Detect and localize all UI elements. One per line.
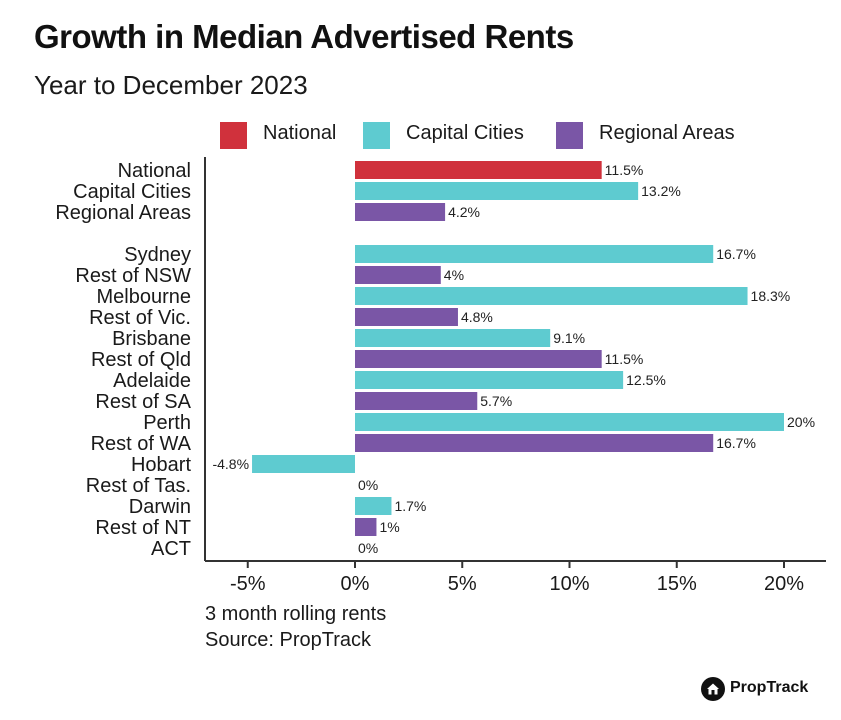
x-tick-label: -5% — [230, 573, 266, 595]
category-label-rest-of-qld: Rest of Qld — [91, 349, 191, 371]
value-label-hobart: -4.8% — [212, 456, 249, 472]
x-tick-label: 15% — [657, 573, 697, 595]
proptrack-logo-icon — [701, 677, 725, 701]
chart-subtitle: Year to December 2023 — [34, 70, 308, 100]
value-label-rest-of-qld: 11.5% — [605, 351, 644, 367]
x-tick-label: 0% — [341, 573, 370, 595]
value-label-sydney: 16.7% — [716, 246, 756, 262]
bar-chart: -5% 0% 5% 10% 15% 20% National 11.5% Capital Cit… — [55, 157, 826, 595]
legend-label-capital-cities: Capital Cities — [406, 122, 524, 144]
bar-capital-cities — [355, 182, 639, 200]
value-label-national: 11.5% — [605, 162, 644, 178]
value-label-rest-of-nt: 1% — [379, 519, 399, 535]
value-label-rest-of-sa: 5.7% — [480, 393, 512, 409]
category-label-national: National — [118, 160, 191, 182]
footnote-rolling: 3 month rolling rents — [205, 603, 387, 625]
value-label-adelaide: 12.5% — [626, 372, 666, 388]
x-tick-label: 5% — [448, 573, 477, 595]
legend-swatch-capital-cities — [363, 122, 390, 149]
bar-sydney — [355, 245, 714, 263]
value-label-melbourne: 18.3% — [751, 288, 791, 304]
category-label-adelaide: Adelaide — [113, 370, 191, 392]
bar-rest-of-qld — [355, 350, 602, 368]
category-label-capital-cities: Capital Cities — [73, 181, 191, 203]
legend-swatch-national — [220, 122, 247, 149]
value-label-capital-cities: 13.2% — [641, 183, 681, 199]
bar-darwin — [355, 497, 392, 515]
chart-title: Growth in Median Advertised Rents — [34, 18, 574, 55]
bar-rest-of-wa — [355, 434, 714, 452]
value-label-darwin: 1.7% — [394, 498, 426, 514]
value-label-rest-of-nsw: 4% — [444, 267, 464, 283]
legend-label-national: National — [263, 122, 337, 144]
bar-hobart — [252, 455, 355, 473]
x-tick-label: 10% — [549, 573, 589, 595]
brand-logo: PropTrack — [700, 676, 808, 702]
bar-brisbane — [355, 329, 551, 347]
bar-perth — [355, 413, 784, 431]
value-label-brisbane: 9.1% — [553, 330, 585, 346]
category-label-rest-of-tas: Rest of Tas. — [86, 475, 191, 497]
value-label-rest-of-tas: 0% — [358, 477, 378, 493]
bar-regional-areas — [355, 203, 446, 221]
category-label-act: ACT — [151, 538, 191, 560]
category-label-rest-of-wa: Rest of WA — [91, 433, 192, 455]
value-label-act: 0% — [358, 540, 378, 556]
category-label-melbourne: Melbourne — [96, 286, 191, 308]
bar-rest-of-vic — [355, 308, 458, 326]
bar-melbourne — [355, 287, 748, 305]
category-label-rest-of-vic: Rest of Vic. — [89, 307, 191, 329]
legend-swatch-regional-areas — [556, 122, 583, 149]
brand-name: PropTrack — [730, 679, 809, 696]
category-label-rest-of-nsw: Rest of NSW — [75, 265, 191, 287]
value-label-regional-areas: 4.2% — [448, 204, 480, 220]
footnote-source: Source: PropTrack — [205, 629, 371, 651]
category-label-hobart: Hobart — [131, 454, 191, 476]
value-label-rest-of-vic: 4.8% — [461, 309, 493, 325]
bar-rest-of-nsw — [355, 266, 441, 284]
legend-label-regional-areas: Regional Areas — [599, 122, 735, 144]
category-label-darwin: Darwin — [129, 496, 191, 518]
x-tick-label: 20% — [764, 573, 804, 595]
category-label-regional-areas: Regional Areas — [55, 202, 191, 224]
bar-adelaide — [355, 371, 624, 389]
category-label-rest-of-nt: Rest of NT — [95, 517, 191, 539]
value-label-rest-of-wa: 16.7% — [716, 435, 756, 451]
category-label-perth: Perth — [143, 412, 191, 434]
category-label-brisbane: Brisbane — [112, 328, 191, 350]
bar-rest-of-sa — [355, 392, 478, 410]
value-label-perth: 20% — [787, 414, 815, 430]
category-label-rest-of-sa: Rest of SA — [95, 391, 191, 413]
category-label-sydney: Sydney — [124, 244, 191, 266]
bar-rest-of-nt — [355, 518, 377, 536]
bar-national — [355, 161, 602, 179]
